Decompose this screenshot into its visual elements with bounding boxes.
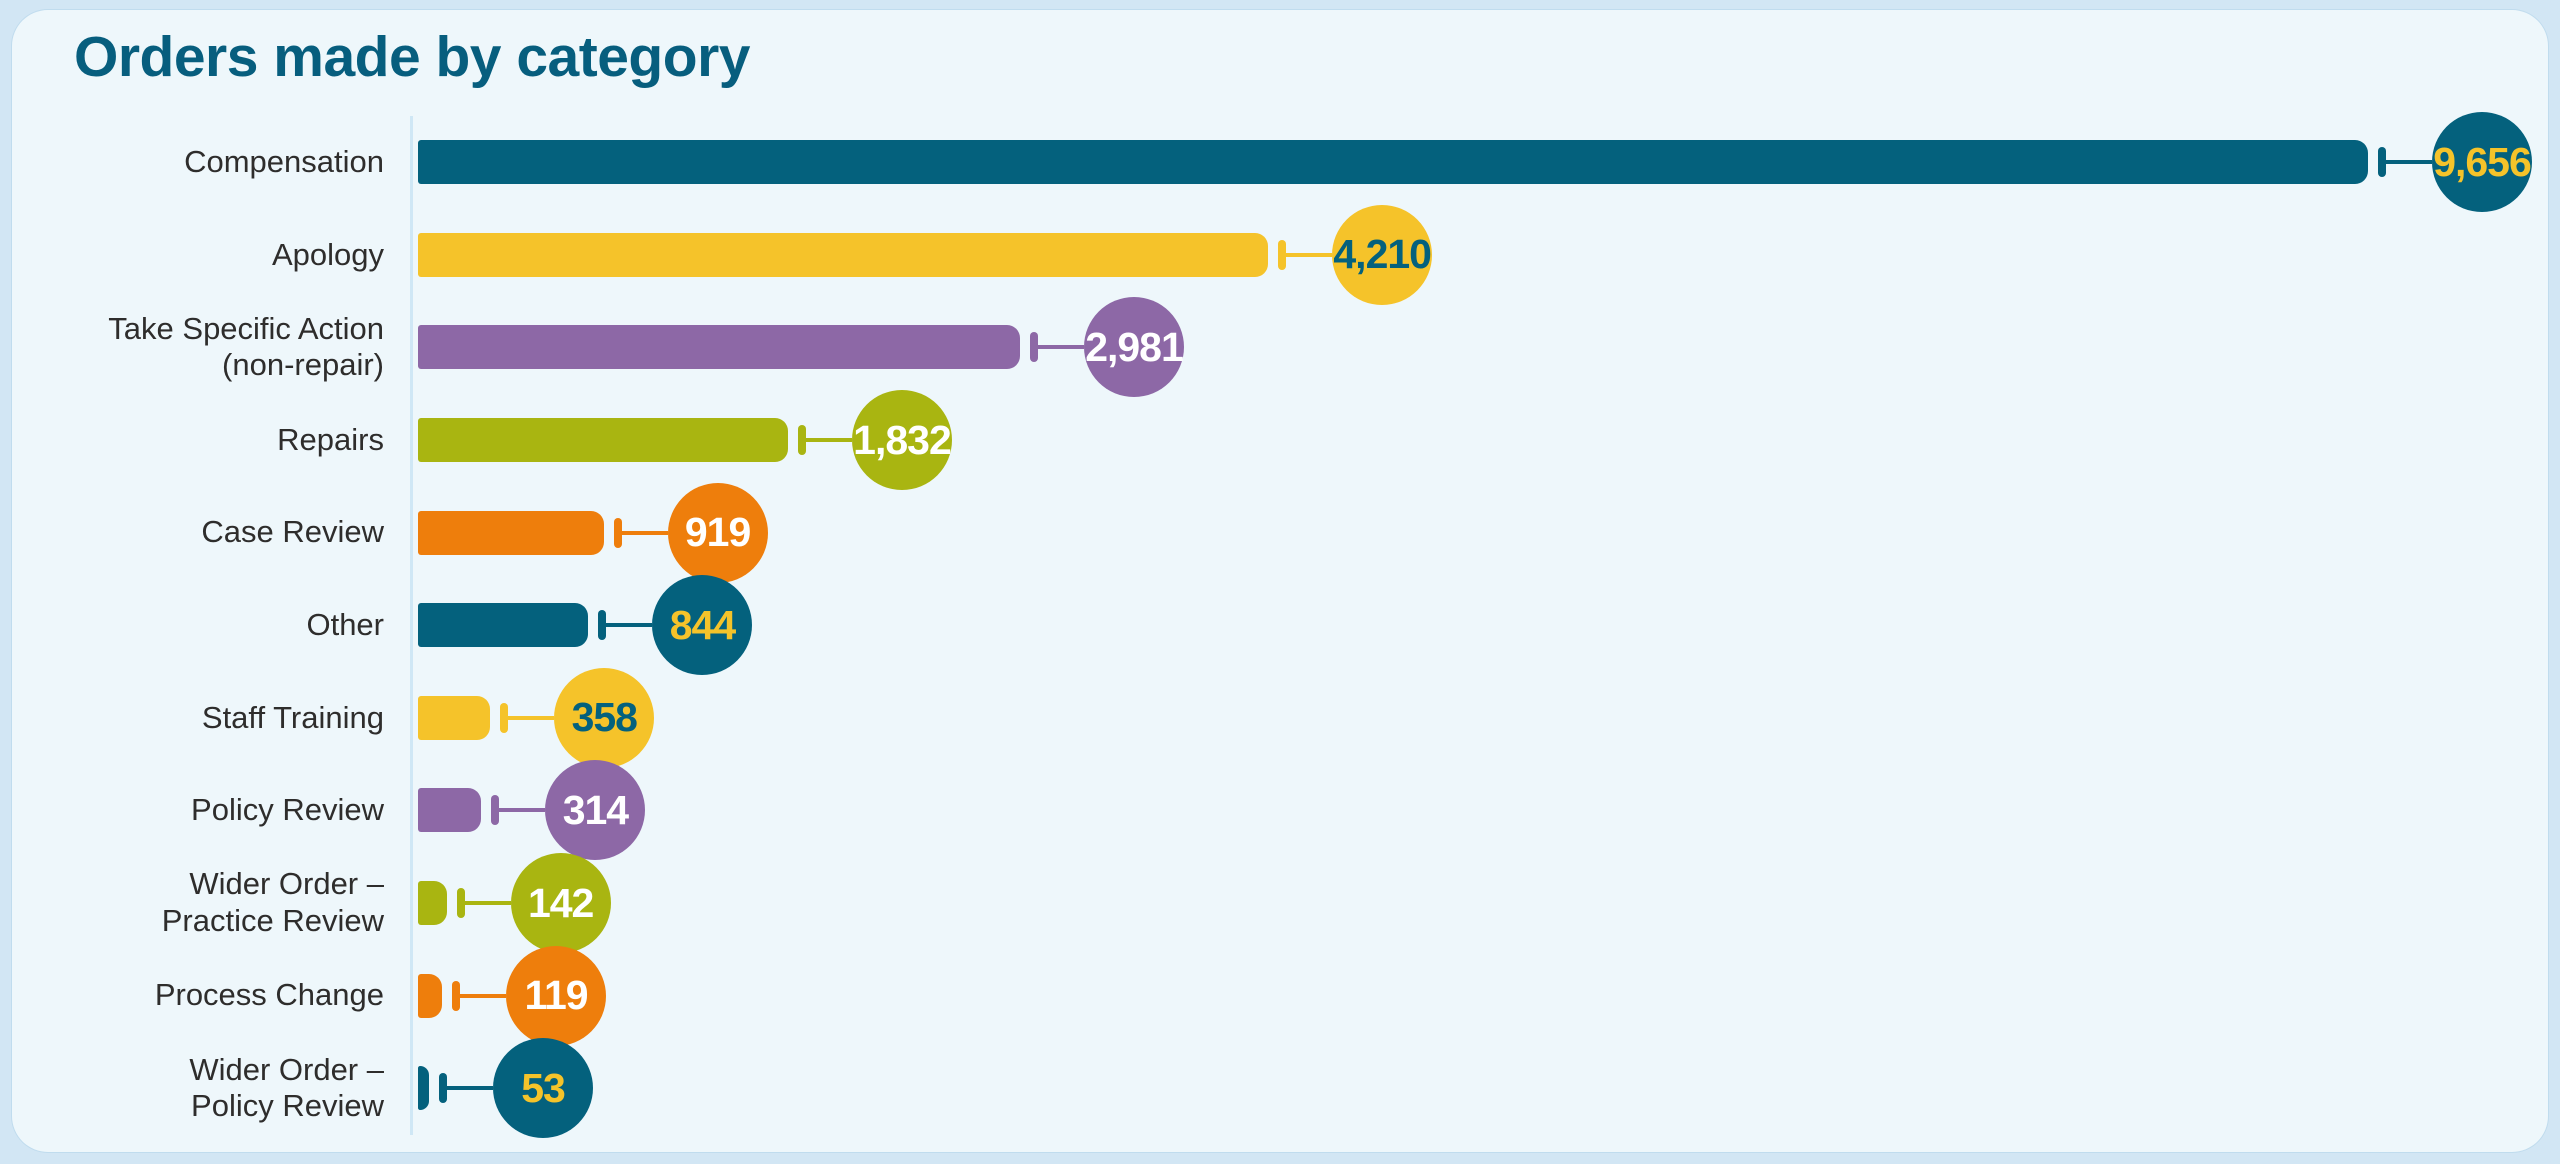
connector-tick	[439, 1073, 447, 1104]
category-label: Case Review	[42, 514, 410, 551]
connector-tick	[797, 425, 806, 456]
category-label-line: Policy Review	[191, 792, 384, 828]
chart-row: Process Change 119	[42, 945, 2538, 1046]
plot-area: 142	[410, 853, 2538, 954]
chart-row: Take Specific Action (non-repair) 2,981	[42, 297, 2538, 398]
category-label: Wider Order – Practice Review	[42, 866, 410, 939]
connector-tick	[613, 517, 622, 548]
connector-tick	[1030, 332, 1038, 363]
connector-line	[499, 808, 546, 813]
connector-tick	[456, 888, 465, 919]
bar	[418, 973, 443, 1018]
connector-line	[606, 623, 653, 628]
chart-row: Compensation 9,656	[42, 112, 2538, 213]
category-label: Apology	[42, 237, 410, 274]
bar	[418, 603, 589, 648]
category-label-line: Staff Training	[201, 699, 384, 735]
connector-tick	[2378, 147, 2386, 178]
chart-row: Repairs 1,832	[42, 390, 2538, 491]
category-label-line: Case Review	[201, 514, 384, 550]
bar-chart: Compensation 9,656 Apology 4,210 Take Specif…	[42, 112, 2538, 1139]
bar	[418, 325, 1020, 370]
connector-line	[464, 901, 511, 906]
bar	[418, 510, 604, 555]
category-label-line: Policy Review	[191, 1088, 384, 1124]
chart-card: Orders made by category Compensation 9,65…	[12, 10, 2548, 1152]
bar	[418, 1066, 429, 1111]
connector-line	[805, 438, 852, 443]
value-badge: 358	[554, 667, 655, 768]
category-label-line: Apology	[271, 236, 384, 272]
value-badge: 1,832	[851, 390, 952, 491]
connector-line	[1038, 345, 1084, 350]
category-label: Compensation	[42, 144, 410, 181]
bar	[418, 695, 491, 740]
connector-line	[1286, 252, 1333, 257]
category-label-line: Compensation	[184, 144, 384, 179]
category-label-line: Process Change	[154, 977, 384, 1013]
category-label: Other	[42, 607, 410, 644]
connector-tick	[1278, 239, 1287, 270]
category-label-line: Wider Order –	[189, 1051, 384, 1087]
category-label-line: (non-repair)	[222, 347, 384, 383]
value-badge: 919	[667, 482, 768, 583]
value-badge: 9,656	[2432, 112, 2532, 213]
bar	[418, 881, 447, 926]
category-label: Staff Training	[42, 700, 410, 737]
bar	[418, 788, 482, 833]
connector-tick	[500, 702, 509, 733]
connector-line	[508, 715, 555, 720]
connector-line	[460, 993, 507, 998]
plot-area: 53	[410, 1038, 2538, 1139]
category-label: Repairs	[42, 422, 410, 459]
category-label: Process Change	[42, 977, 410, 1014]
category-label-line: Practice Review	[161, 903, 384, 939]
plot-area: 4,210	[410, 204, 2538, 305]
chart-title: Orders made by category	[74, 25, 750, 89]
bar	[418, 140, 2368, 185]
chart-row: Policy Review 314	[42, 760, 2538, 861]
category-label: Wider Order – Policy Review	[42, 1052, 410, 1125]
value-badge: 4,210	[1332, 204, 1433, 305]
value-badge: 53	[493, 1038, 593, 1139]
category-label-line: Take Specific Action	[108, 310, 384, 346]
chart-row: Staff Training 358	[42, 667, 2538, 768]
connector-tick	[452, 980, 461, 1011]
chart-row: Case Review 919	[42, 482, 2538, 583]
connector-line	[2386, 160, 2432, 165]
plot-area: 358	[410, 667, 2538, 768]
connector-line	[447, 1086, 493, 1091]
category-label-line: Other	[306, 606, 384, 642]
category-label-line: Wider Order –	[189, 866, 384, 902]
value-badge: 2,981	[1084, 297, 1184, 398]
bar	[418, 232, 1269, 277]
connector-tick	[491, 795, 500, 826]
plot-area: 844	[410, 575, 2538, 676]
chart-row: Wider Order – Practice Review 142	[42, 853, 2538, 954]
value-badge: 314	[545, 760, 646, 861]
bar	[418, 418, 788, 463]
value-badge: 119	[506, 945, 607, 1046]
plot-area: 1,832	[410, 390, 2538, 491]
plot-area: 314	[410, 760, 2538, 861]
plot-area: 919	[410, 482, 2538, 583]
chart-row: Wider Order – Policy Review 53	[42, 1038, 2538, 1139]
chart-row: Apology 4,210	[42, 204, 2538, 305]
category-label: Policy Review	[42, 792, 410, 829]
connector-tick	[598, 610, 607, 641]
connector-line	[621, 530, 668, 535]
plot-area: 119	[410, 945, 2538, 1046]
value-badge: 844	[652, 575, 753, 676]
plot-area: 9,656	[410, 112, 2538, 213]
chart-row: Other 844	[42, 575, 2538, 676]
value-badge: 142	[510, 853, 611, 954]
category-label: Take Specific Action (non-repair)	[42, 311, 410, 384]
category-label-line: Repairs	[277, 421, 384, 457]
plot-area: 2,981	[410, 297, 2538, 398]
